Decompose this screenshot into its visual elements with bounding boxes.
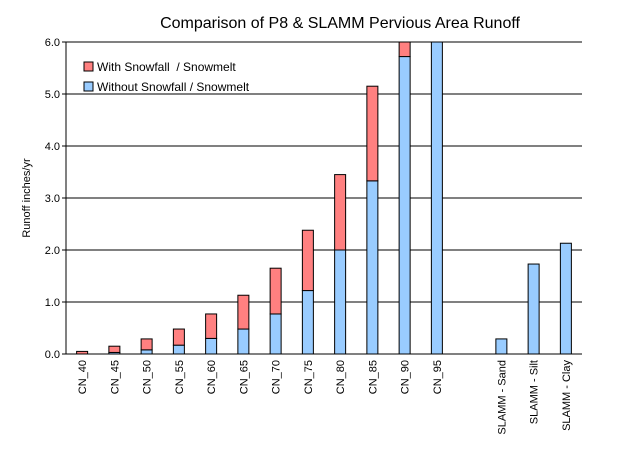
bar-without-snow bbox=[430, 41, 443, 355]
legend-swatch-with-snow bbox=[83, 61, 94, 72]
bar-with-snow bbox=[140, 338, 153, 351]
y-tick-label: 2.0 bbox=[45, 245, 60, 257]
x-tick-label: CN_90 bbox=[400, 360, 412, 394]
bar-without-snow bbox=[334, 249, 347, 355]
bar-with-snow bbox=[172, 328, 185, 346]
x-tick-label: SLAMM - Clay bbox=[561, 360, 573, 431]
y-tick-label: 4.0 bbox=[45, 141, 60, 153]
bar-without-snow bbox=[398, 56, 411, 355]
y-tick-label: 3.0 bbox=[45, 193, 60, 205]
x-tick-label: CN_55 bbox=[174, 360, 186, 394]
bar-without-snow bbox=[269, 313, 282, 355]
x-tick-label: CN_70 bbox=[271, 360, 283, 394]
bar-with-snow bbox=[366, 85, 379, 182]
bar-without-snow bbox=[237, 328, 250, 355]
y-tick-label: 6.0 bbox=[45, 37, 60, 49]
legend-swatch-without-snow bbox=[83, 81, 94, 92]
x-tick-label: SLAMM - Silt bbox=[529, 360, 541, 424]
bar-with-snow bbox=[334, 174, 347, 251]
x-tick-label: CN_50 bbox=[142, 360, 154, 394]
legend-label-without-snow: Without Snowfall / Snowmelt bbox=[97, 80, 250, 94]
x-tick-label: CN_85 bbox=[367, 360, 379, 394]
y-axis-ticks: 0.0 1.0 2.0 3.0 4.0 5.0 6.0 bbox=[45, 37, 66, 361]
bar-with-snow bbox=[398, 41, 411, 58]
chart-title: Comparison of P8 & SLAMM Pervious Area R… bbox=[160, 15, 520, 32]
axes bbox=[65, 42, 582, 355]
legend: With Snowfall / Snowmelt Without Snowfal… bbox=[83, 60, 250, 94]
x-tick-label: SLAMM - Sand bbox=[496, 360, 508, 435]
bar-with-snow bbox=[301, 229, 314, 292]
y-tick-label: 5.0 bbox=[45, 89, 60, 101]
bar-without-snow bbox=[140, 349, 153, 355]
y-tick-label: 1.0 bbox=[45, 297, 60, 309]
x-tick-label: CN_75 bbox=[303, 360, 315, 394]
gridlines bbox=[66, 41, 582, 303]
x-tick-label: CN_60 bbox=[206, 360, 218, 394]
bar-without-snow bbox=[172, 344, 185, 355]
x-tick-label: CN_40 bbox=[77, 360, 89, 394]
bar-with-snow bbox=[269, 267, 282, 315]
bar-with-snow bbox=[205, 313, 218, 339]
x-axis-ticks: CN_40 CN_45 CN_50 CN_55 CN_60 CN_65 CN_70 CN_75… bbox=[77, 360, 573, 435]
bar-without-snow bbox=[301, 290, 314, 355]
legend-label-with-snow: With Snowfall / Snowmelt bbox=[97, 60, 236, 74]
bar-with-snow bbox=[108, 345, 121, 353]
bar-without-snow bbox=[205, 337, 218, 355]
x-tick-label: CN_80 bbox=[335, 360, 347, 394]
bar-with-snow bbox=[237, 294, 250, 330]
x-tick-label: CN_65 bbox=[238, 360, 250, 394]
bar-without-snow bbox=[559, 242, 572, 355]
bar-without-snow bbox=[527, 263, 540, 355]
x-tick-label: CN_45 bbox=[109, 360, 121, 394]
y-tick-label: 0.0 bbox=[45, 349, 60, 361]
x-tick-label: CN_95 bbox=[432, 360, 444, 394]
y-axis-label: Runoff inches/yr bbox=[21, 158, 33, 238]
bar-without-snow bbox=[495, 338, 508, 355]
bar-without-snow bbox=[366, 180, 379, 355]
